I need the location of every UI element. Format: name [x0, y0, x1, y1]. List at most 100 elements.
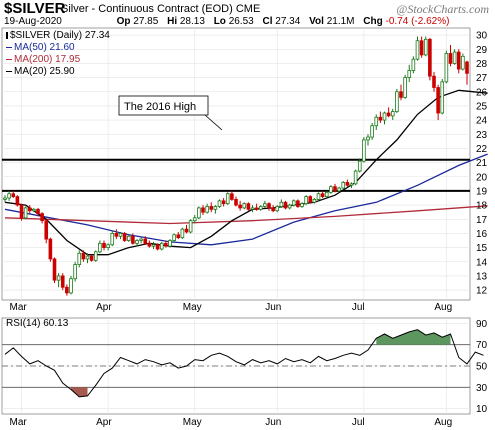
candle-body — [353, 170, 358, 185]
candle-body — [201, 207, 205, 213]
candle-body — [316, 193, 321, 200]
ticker-symbol: $SILVER — [4, 0, 66, 17]
legend-text: $SILVER (Daily) 27.34 — [10, 30, 110, 41]
legend-item: $SILVER (Daily) 27.34 — [6, 30, 110, 42]
candle-body — [304, 196, 308, 205]
rsi-axis-labels: 10 30 50 70 90 — [476, 319, 488, 415]
price-month-label: Aug — [434, 302, 452, 313]
rsi-tick-label: 70 — [476, 340, 488, 351]
price-tick-label: 21 — [476, 158, 488, 169]
candle-body — [36, 208, 40, 214]
candle-body — [337, 187, 341, 192]
price-month-label: Apr — [96, 302, 112, 313]
quote-bar: 19-Aug-2020 Op 27.85 Hi 28.13 Lo 26.53 C… — [4, 16, 491, 27]
candle-body — [143, 238, 148, 244]
volume-label: Vol — [309, 16, 324, 27]
open-label: Op — [116, 16, 131, 27]
candle-body — [122, 233, 127, 241]
rsi-month-label: May — [183, 417, 202, 428]
close-value: 27.34 — [275, 16, 301, 27]
candle-body — [151, 244, 156, 247]
candle-body — [15, 196, 20, 206]
candle-body — [308, 196, 313, 203]
candle-body — [452, 51, 457, 64]
candle-body — [320, 193, 325, 197]
price-tick-label: 15 — [476, 243, 488, 254]
candle-body — [300, 203, 304, 207]
rsi-label: RSI(14) 60.13 — [6, 318, 69, 329]
candle-body — [85, 255, 90, 260]
candle-body — [40, 213, 44, 222]
candle-body — [221, 200, 226, 205]
candle-body — [456, 51, 461, 70]
candle-body — [444, 53, 449, 83]
candle-body — [465, 61, 469, 74]
candle-body — [93, 251, 98, 261]
candle-body — [291, 200, 296, 206]
candle-body — [333, 186, 337, 192]
price-tick-label: 29 — [476, 45, 488, 56]
candle-body — [242, 203, 247, 209]
candle-body — [324, 191, 329, 197]
candle-body — [176, 234, 181, 239]
candle-body — [341, 182, 346, 189]
candle-body — [386, 112, 391, 117]
price-tick-label: 19 — [476, 186, 488, 197]
annotation-text: The 2016 High — [124, 101, 196, 113]
price-tick-label: 12 — [476, 286, 488, 297]
candle-body — [419, 40, 424, 56]
candle-body — [131, 235, 135, 244]
legend-item: MA(50) 21.60 — [6, 42, 75, 54]
price-tick-label: 24 — [476, 116, 488, 127]
low-label: Lo — [213, 16, 226, 27]
candle-body — [205, 206, 209, 213]
quote-date: 19-Aug-2020 — [4, 16, 62, 27]
rsi-tick-label: 30 — [476, 383, 488, 394]
price-tick-label: 17 — [476, 215, 488, 226]
rsi-tick-label: 90 — [476, 319, 488, 330]
candle-body — [448, 53, 453, 64]
candle-body — [254, 207, 259, 210]
candle-body — [3, 197, 7, 200]
candle-body — [126, 235, 131, 241]
price-tick-label: 13 — [476, 271, 488, 282]
close-quote: Cl 27.34 — [263, 16, 301, 27]
candle-body — [428, 38, 432, 77]
candle-body — [275, 206, 280, 212]
annotation-box — [118, 95, 209, 116]
legend-item: MA(20) 25.90 — [6, 66, 75, 78]
open-quote: Op 27.85 — [117, 16, 159, 27]
price-tick-label: 22 — [476, 144, 488, 155]
rsi-tick-label: 10 — [476, 404, 488, 415]
legend-text: MA(20) 25.90 — [14, 66, 75, 77]
candle-body — [263, 203, 267, 207]
candle-body — [118, 233, 123, 237]
candle-body — [19, 204, 24, 219]
candle-body — [65, 286, 69, 294]
rsi-panel — [2, 323, 484, 409]
candle-body — [110, 233, 115, 246]
candle-body — [73, 264, 77, 280]
open-value: 27.85 — [133, 16, 159, 27]
price-tick-label: 28 — [476, 59, 488, 70]
candle-body — [283, 201, 288, 209]
candle-body — [461, 55, 465, 70]
candle-body — [415, 40, 420, 60]
price-axis-labels: 12 13 14 15 16 17 18 19 20 21 22 23 24 25 26 27 28 29 30 — [476, 31, 488, 297]
price-month-label: May — [183, 302, 202, 313]
candle-body — [423, 38, 428, 56]
candle-body — [23, 207, 28, 219]
candle-body — [69, 278, 73, 294]
price-tick-label: 16 — [476, 229, 488, 240]
price-tick-label: 27 — [476, 73, 488, 84]
candle-body — [184, 228, 189, 233]
candle-body — [287, 204, 292, 209]
price-tick-label: 20 — [476, 172, 488, 183]
candle-body — [374, 116, 379, 127]
rsi-oversold-fill — [71, 387, 88, 397]
volume-quote: Vol 21.1M — [309, 16, 354, 27]
candle-body — [403, 77, 407, 98]
ma-line-ma50 — [4, 153, 488, 246]
price-tick-label: 14 — [476, 257, 488, 268]
